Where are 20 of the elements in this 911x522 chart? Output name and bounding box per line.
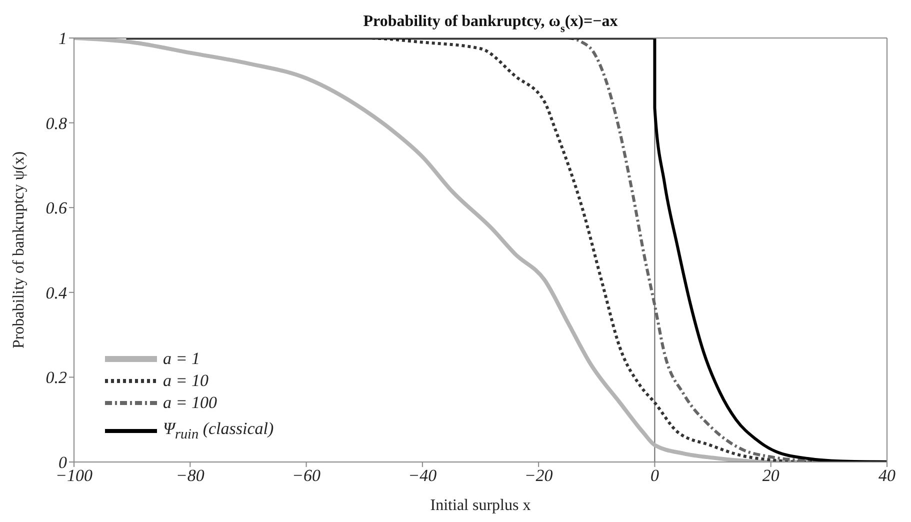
y-tick-label: 1 — [58, 29, 67, 48]
x-tick-label: −80 — [176, 466, 205, 486]
y-tick-label: 0.8 — [46, 114, 68, 133]
y-axis-title: Probability of bankruptcy ψ(x) — [10, 151, 28, 349]
x-tick-label: 20 — [762, 466, 780, 486]
legend-label: a = 1 — [163, 349, 200, 368]
x-tick-label: −20 — [524, 466, 554, 486]
y-tick-label: 0.4 — [46, 283, 68, 302]
y-tick-label: 0 — [58, 453, 68, 472]
y-tick-label: 0.2 — [46, 368, 68, 388]
x-tick-label: 0 — [650, 466, 660, 486]
x-tick-label: 40 — [878, 466, 896, 486]
legend-label: a = 100 — [163, 393, 217, 412]
legend-label: a = 10 — [163, 371, 208, 390]
y-tick-label: 0.6 — [46, 198, 68, 218]
x-tick-label: −40 — [408, 466, 438, 486]
x-tick-label: −60 — [292, 466, 322, 486]
legend-label: Ψ$_{ruin}$ (classical) — [163, 418, 274, 442]
x-axis-title: Initial surplus x — [430, 497, 531, 514]
chart-title: Probability of bankruptcy, ω$_{s}$(x)=−ax — [363, 13, 618, 35]
